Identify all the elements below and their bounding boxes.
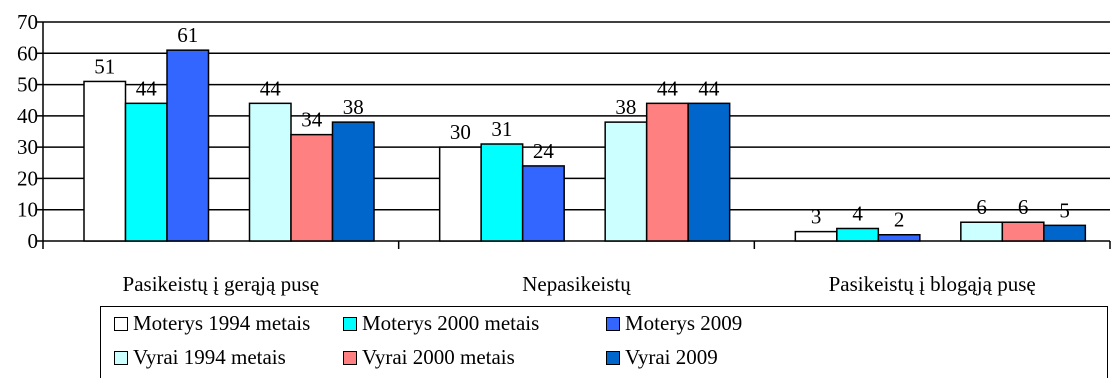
y-tick-label: 30 [17, 135, 38, 159]
bar [645, 102, 689, 242]
y-tick-label: 40 [17, 104, 38, 128]
legend-item: Moterys 2000 metais [343, 311, 539, 336]
legend-label: Moterys 2009 [625, 311, 743, 335]
legend-item: Moterys 2009 [606, 311, 742, 336]
bar [480, 143, 524, 242]
bar [687, 102, 731, 242]
category-label: Pasikeistų į gerąją pusę [123, 272, 320, 296]
legend-swatch [606, 350, 620, 365]
bar [521, 165, 565, 242]
chart-legend: Moterys 1994 metais Moterys 2000 metais Mo… [100, 306, 1108, 378]
bar [877, 233, 921, 242]
data-label: 6 [1018, 195, 1029, 219]
data-label: 2 [894, 208, 905, 232]
data-label: 44 [657, 76, 679, 100]
y-tick-label: 10 [17, 198, 38, 222]
category-label: Nepasikeistų [522, 272, 631, 296]
bar [438, 146, 482, 242]
data-label: 61 [177, 23, 198, 47]
legend-swatch [343, 316, 357, 331]
data-label: 3 [811, 205, 822, 229]
data-label: 44 [136, 76, 158, 100]
legend-item: Vyrai 1994 metais [114, 345, 286, 370]
legend-label: Vyrai 2009 [625, 345, 718, 369]
category-label: Pasikeistų į blogąją pusę [829, 272, 1036, 296]
data-label: 34 [301, 108, 323, 132]
y-tick-label: 50 [17, 73, 38, 97]
bar [604, 121, 648, 242]
bar [290, 133, 334, 242]
data-label: 30 [450, 120, 471, 144]
bar [331, 121, 375, 242]
bar [836, 227, 880, 242]
data-label: 6 [976, 195, 987, 219]
data-label: 5 [1059, 198, 1070, 222]
bar [1043, 224, 1087, 242]
bar [1001, 221, 1045, 242]
legend-swatch [343, 350, 357, 365]
data-label: 44 [698, 76, 720, 100]
data-label: 38 [615, 95, 636, 119]
legend-label: Moterys 1994 metais [133, 311, 311, 335]
legend-item: Moterys 1994 metais [114, 311, 310, 336]
legend-label: Moterys 2000 metais [362, 311, 540, 335]
legend-item: Vyrai 2009 [606, 345, 718, 370]
bar [248, 102, 292, 242]
legend-item: Vyrai 2000 metais [343, 345, 515, 370]
bar [960, 221, 1004, 242]
y-tick-label: 20 [17, 166, 38, 190]
legend-swatch [606, 316, 620, 331]
bar [166, 49, 210, 242]
data-label: 4 [852, 201, 863, 225]
data-label: 31 [491, 117, 512, 141]
legend-label: Vyrai 2000 metais [362, 345, 515, 369]
bar [794, 230, 838, 242]
y-tick-label: 0 [28, 229, 39, 253]
data-label: 44 [260, 76, 282, 100]
bar [83, 80, 127, 242]
y-tick-label: 70 [17, 10, 38, 34]
data-label: 38 [343, 95, 364, 119]
legend-swatch [114, 350, 128, 365]
y-tick-label: 60 [17, 41, 38, 65]
legend-swatch [114, 316, 128, 331]
data-label: 24 [533, 139, 555, 163]
legend-label: Vyrai 1994 metais [133, 345, 286, 369]
data-label: 51 [94, 54, 115, 78]
bar [124, 102, 168, 242]
